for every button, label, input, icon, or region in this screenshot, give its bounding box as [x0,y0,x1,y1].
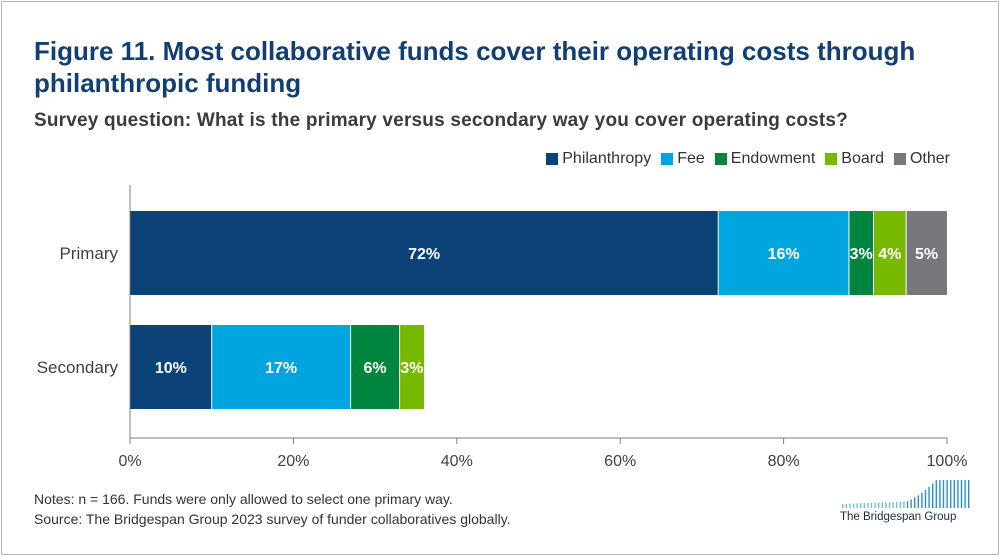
legend-item-other: Other [893,150,950,168]
legend-label-other: Other [909,150,950,167]
survey-question: Survey question: What is the primary ver… [34,110,848,131]
bar-primary-fee [718,211,849,295]
bar-primary-board [873,211,907,295]
bar-primary-philanthropy [130,211,719,295]
bridgespan-logo: The Bridgespan Group [840,442,974,528]
data-label-primary-fee: 16% [768,246,800,263]
bar-secondary-philanthropy [130,325,212,409]
logo-bar [845,503,847,508]
data-label-primary-philanthropy: 72% [408,246,440,263]
bar-secondary-fee [211,325,351,409]
logo-bar [957,456,959,508]
legend-swatch-endowment [714,153,727,165]
legend-item-endowment: Endowment [714,150,816,168]
category-label-secondary: Secondary [37,358,119,377]
x-tick-label: 40% [441,453,473,470]
logo-wordmark: The Bridgespan Group [840,511,957,523]
logo-bar [885,502,887,508]
x-tick-label: 0% [118,453,141,470]
data-label-secondary-board: 3% [400,360,423,377]
logo-bar [914,497,916,508]
logo-bar [968,442,970,508]
logo-bar [950,464,952,508]
logo-bar [924,489,927,508]
legend-swatch-other [893,153,906,165]
x-tick-label: 80% [768,453,800,470]
legend-item-philanthropy: Philanthropy [546,150,651,168]
data-label-primary-board: 4% [878,246,901,263]
data-label-primary-endowment: 3% [850,246,873,263]
x-tick-label: 100% [927,453,968,470]
data-label-secondary-fee: 17% [265,360,297,377]
logo-bar [906,501,909,508]
logo-bar [942,472,945,508]
logo-bar [960,451,963,508]
x-tick-label: 20% [277,453,309,470]
legend-label-fee: Fee [677,150,705,167]
logo-bar [903,501,905,508]
bar-secondary-endowment [350,325,400,409]
figure-title: Figure 11. Most collaborative funds cove… [34,36,916,98]
bar-primary-endowment [848,211,874,295]
logo-bar [892,501,894,508]
legend-label-board: Board [841,150,884,167]
logo-bar [874,502,876,508]
logo-bar [928,486,930,508]
logo-bar [849,503,851,508]
logo-bar [856,503,858,508]
logo-bar [953,460,955,508]
legend-swatch-philanthropy [546,153,559,165]
notes-block: Notes: n = 166. Funds were only allowed … [34,489,511,529]
logo-bar [863,503,865,508]
data-label-primary-other: 5% [915,246,938,263]
logo-bar [860,503,862,508]
legend-label-endowment: Endowment [730,150,816,167]
legend-swatch-fee [661,153,674,165]
chart-legend: Philanthropy Fee Endowment Board Other [546,150,950,168]
category-label-primary: Primary [59,244,118,263]
logo-bar [888,502,891,508]
logo-bar [867,502,869,508]
data-label-secondary-philanthropy: 10% [155,360,187,377]
logo-bar [870,502,873,508]
logo-bar [878,502,880,508]
logo-bar [921,492,923,508]
logo-bar [935,480,937,508]
legend-item-fee: Fee [661,150,705,168]
logo-bar [939,476,941,508]
logo-bar [842,504,844,508]
legend-swatch-board [825,153,838,165]
logo-bars-icon [842,442,970,508]
logo-bar [852,503,855,508]
logo-bar [896,501,898,508]
bar-primary-other [906,211,947,295]
logo-bar [881,502,883,508]
logo-bar [932,483,934,508]
source-text: Source: The Bridgespan Group 2023 survey… [34,511,511,527]
data-label-secondary-endowment: 6% [364,360,387,377]
legend-item-board: Board [825,150,884,168]
logo-bar [899,501,901,508]
logo-bar [964,447,966,508]
logo-bar [946,468,948,508]
logo-bar [917,495,919,508]
bar-secondary-board [399,325,425,409]
x-tick-label: 60% [604,453,636,470]
notes-text: Notes: n = 166. Funds were only allowed … [34,491,453,507]
legend-label-philanthropy: Philanthropy [562,150,652,167]
logo-bar [910,499,912,508]
